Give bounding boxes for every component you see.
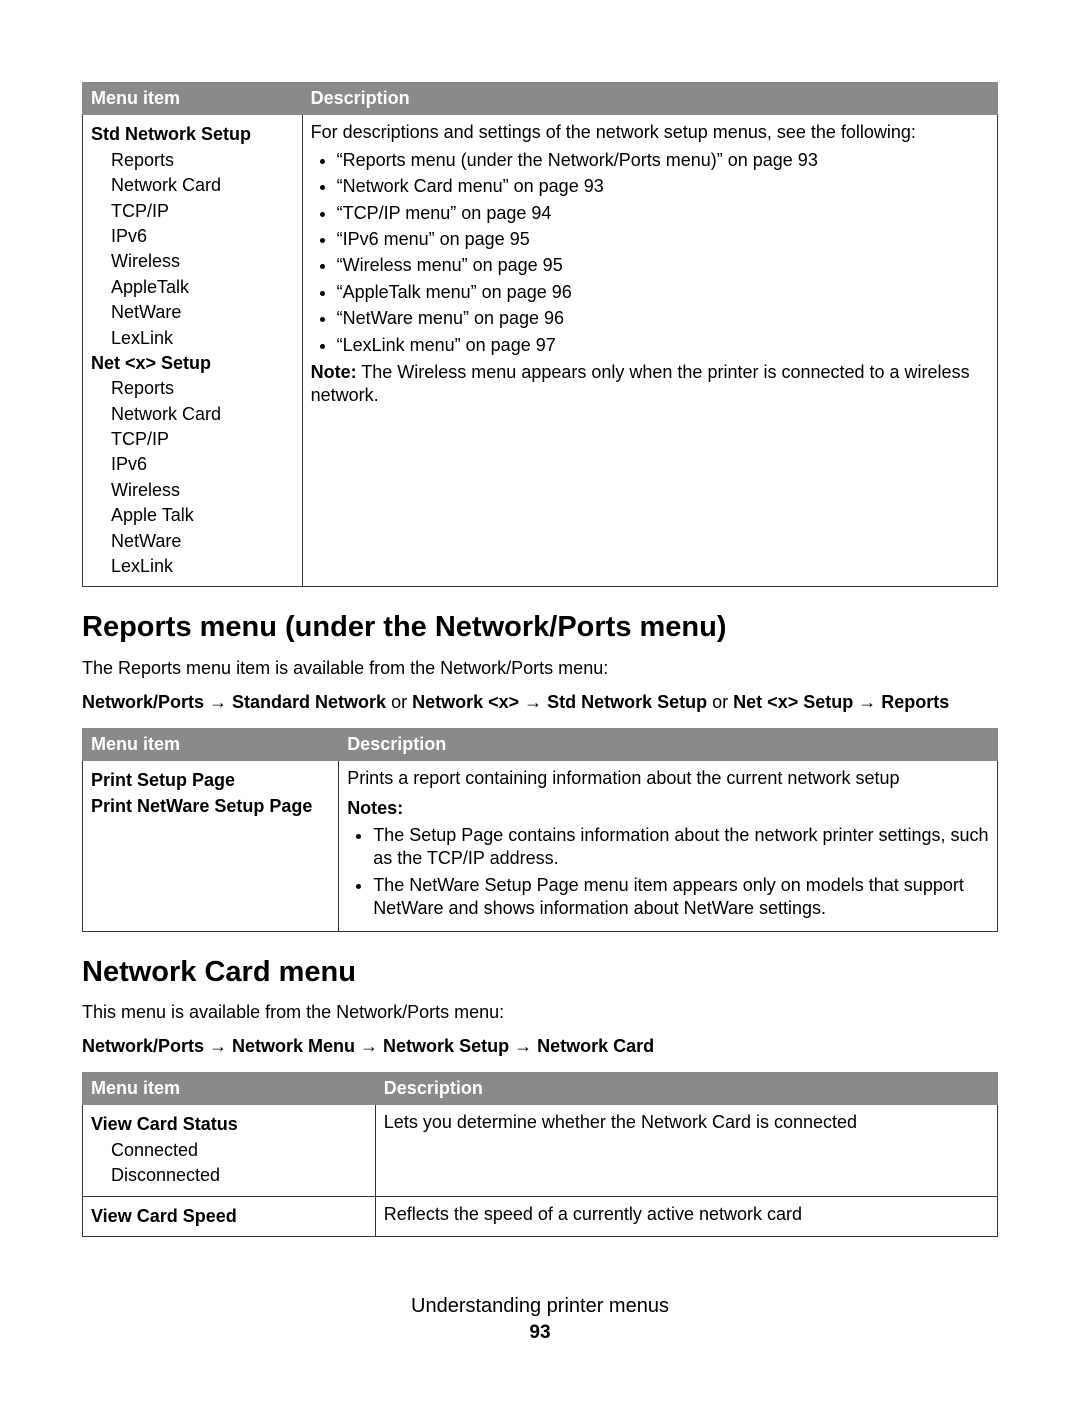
path-segment: Network/Ports (82, 692, 209, 712)
bullet-list: The Setup Page contains information abou… (347, 824, 989, 921)
list-item: “TCP/IP menu” on page 94 (337, 202, 989, 225)
sub-item-list: Reports Network Card TCP/IP IPv6 Wireles… (91, 149, 294, 350)
path-segment: Standard Network (227, 692, 386, 712)
description-intro: For descriptions and settings of the net… (311, 121, 989, 144)
notes-label: Notes: (347, 798, 403, 818)
menu-heading: View Card Speed (91, 1205, 367, 1228)
arrow-icon: → (514, 1036, 532, 1056)
path-segment: Network Card (532, 1036, 654, 1056)
arrow-icon: → (209, 692, 227, 712)
network-card-table: Menu item Description View Card Status C… (82, 1072, 998, 1237)
note-text: The Wireless menu appears only when the … (311, 362, 970, 405)
sub-item: Reports (111, 149, 294, 172)
reports-menu-table: Menu item Description Print Setup Page P… (82, 728, 998, 932)
sub-item: Network Card (111, 174, 294, 197)
sub-item-list: Reports Network Card TCP/IP IPv6 Wireles… (91, 377, 294, 578)
arrow-icon: → (360, 1036, 378, 1056)
menu-heading: Print Setup Page (91, 769, 330, 792)
menu-item-cell: View Card Status Connected Disconnected (83, 1105, 376, 1196)
arrow-icon: → (524, 692, 542, 712)
description-cell: Lets you determine whether the Network C… (375, 1105, 997, 1196)
sub-item: TCP/IP (111, 200, 294, 223)
path-segment: Network Menu (227, 1036, 360, 1056)
sub-item: NetWare (111, 301, 294, 324)
description-cell: Reflects the speed of a currently active… (375, 1196, 997, 1236)
list-item: “Wireless menu” on page 95 (337, 254, 989, 277)
list-item: “Reports menu (under the Network/Ports m… (337, 149, 989, 172)
list-item: “AppleTalk menu” on page 96 (337, 281, 989, 304)
sub-item: Connected (111, 1139, 367, 1162)
sub-item: IPv6 (111, 453, 294, 476)
table-header: Menu item (83, 728, 339, 760)
path-or: or (386, 692, 412, 712)
sub-item: NetWare (111, 530, 294, 553)
menu-item-cell: Std Network Setup Reports Network Card T… (83, 115, 303, 587)
sub-item: LexLink (111, 327, 294, 350)
list-item: “NetWare menu” on page 96 (337, 307, 989, 330)
table-header: Description (375, 1073, 997, 1105)
path-segment: Reports (876, 692, 949, 712)
sub-item: Reports (111, 377, 294, 400)
note-label: Note: (311, 362, 357, 382)
list-item: The NetWare Setup Page menu item appears… (373, 874, 989, 921)
bullet-list: “Reports menu (under the Network/Ports m… (311, 149, 989, 357)
reports-menu-heading: Reports menu (under the Network/Ports me… (82, 609, 998, 647)
breadcrumb-path: Network/Ports → Standard Network or Netw… (82, 691, 998, 714)
sub-item: Apple Talk (111, 504, 294, 527)
network-setup-table: Menu item Description Std Network Setup … (82, 82, 998, 587)
sub-item: Wireless (111, 479, 294, 502)
footer-title: Understanding printer menus (82, 1293, 998, 1319)
sub-item: TCP/IP (111, 428, 294, 451)
page-number: 93 (82, 1321, 998, 1346)
menu-heading: View Card Status (91, 1113, 367, 1136)
description-cell: For descriptions and settings of the net… (302, 115, 997, 587)
sub-item: Disconnected (111, 1164, 367, 1187)
sub-item: Network Card (111, 403, 294, 426)
list-item: The Setup Page contains information abou… (373, 824, 989, 871)
path-or: or (707, 692, 733, 712)
sub-item: Wireless (111, 250, 294, 273)
description-intro: Prints a report containing information a… (347, 767, 989, 790)
table-header: Description (302, 83, 997, 115)
table-header: Description (339, 728, 998, 760)
section-intro: This menu is available from the Network/… (82, 1001, 998, 1024)
note: Note: The Wireless menu appears only whe… (311, 361, 989, 408)
arrow-icon: → (209, 1036, 227, 1056)
list-item: “Network Card menu” on page 93 (337, 175, 989, 198)
path-segment: Network <x> (412, 692, 524, 712)
sub-item: IPv6 (111, 225, 294, 248)
arrow-icon: → (858, 692, 876, 712)
menu-heading: Std Network Setup (91, 123, 294, 146)
path-segment: Net <x> Setup (733, 692, 858, 712)
menu-heading: Net <x> Setup (91, 352, 294, 375)
path-segment: Std Network Setup (542, 692, 707, 712)
path-segment: Network/Ports (82, 1036, 209, 1056)
sub-item: AppleTalk (111, 276, 294, 299)
section-intro: The Reports menu item is available from … (82, 657, 998, 680)
breadcrumb-path: Network/Ports → Network Menu → Network S… (82, 1035, 998, 1058)
table-header: Menu item (83, 1073, 376, 1105)
sub-item: LexLink (111, 555, 294, 578)
network-card-heading: Network Card menu (82, 954, 998, 992)
table-header: Menu item (83, 83, 303, 115)
menu-item-cell: View Card Speed (83, 1196, 376, 1236)
list-item: “IPv6 menu” on page 95 (337, 228, 989, 251)
path-segment: Network Setup (378, 1036, 514, 1056)
menu-heading: Print NetWare Setup Page (91, 795, 330, 818)
description-cell: Prints a report containing information a… (339, 761, 998, 931)
list-item: “LexLink menu” on page 97 (337, 334, 989, 357)
sub-item-list: Connected Disconnected (91, 1139, 367, 1188)
menu-item-cell: Print Setup Page Print NetWare Setup Pag… (83, 761, 339, 931)
